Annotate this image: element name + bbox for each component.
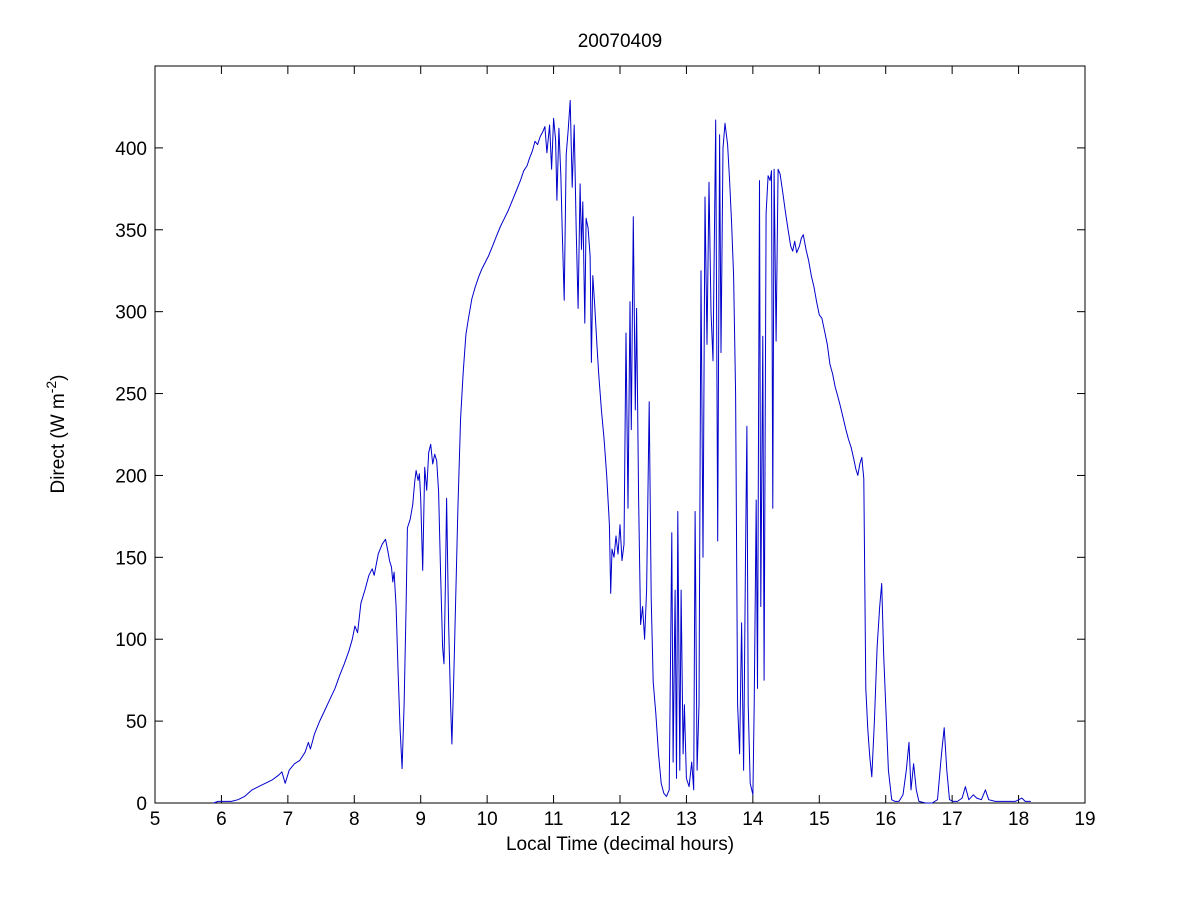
x-tick-label: 5: [150, 809, 161, 830]
x-tick-label: 13: [676, 809, 697, 830]
x-tick-label: 12: [609, 809, 630, 830]
x-tick-label: 8: [349, 809, 360, 830]
y-tick-label: 50: [126, 712, 147, 733]
y-tick-label: 200: [115, 466, 147, 487]
x-tick-label: 15: [809, 809, 830, 830]
y-tick-label: 150: [115, 548, 147, 569]
x-tick-labels: 5 6 7 8 9 10 11 12 13 14 15 16 17 18 19: [150, 809, 1096, 830]
axis-ticks: [154, 66, 1086, 804]
x-tick-label: 16: [875, 809, 896, 830]
x-tick-label: 6: [216, 809, 227, 830]
y-tick-label: 0: [136, 794, 147, 815]
x-axis-label: Local Time (decimal hours): [506, 834, 734, 855]
y-tick-label: 100: [115, 630, 147, 651]
y-tick-label: 350: [115, 221, 147, 242]
y-tick-label: 300: [115, 303, 147, 324]
y-axis-label: Direct (W m-2): [43, 374, 69, 493]
x-tick-label: 10: [477, 809, 498, 830]
y-tick-label: 400: [115, 139, 147, 160]
x-tick-label: 9: [415, 809, 426, 830]
data-line-direct-irradiance: [213, 99, 1031, 804]
x-tick-label: 17: [942, 809, 963, 830]
chart-title: 20070409: [578, 31, 663, 52]
x-tick-label: 19: [1074, 809, 1095, 830]
plot-area: [154, 65, 1086, 804]
x-tick-label: 18: [1008, 809, 1029, 830]
x-tick-label: 14: [742, 809, 764, 830]
x-tick-label: 11: [544, 809, 564, 830]
x-tick-label: 7: [283, 809, 294, 830]
y-tick-label: 250: [115, 385, 147, 406]
y-tick-labels: 0 50 100 150 200 250 300 350 400: [115, 139, 147, 815]
